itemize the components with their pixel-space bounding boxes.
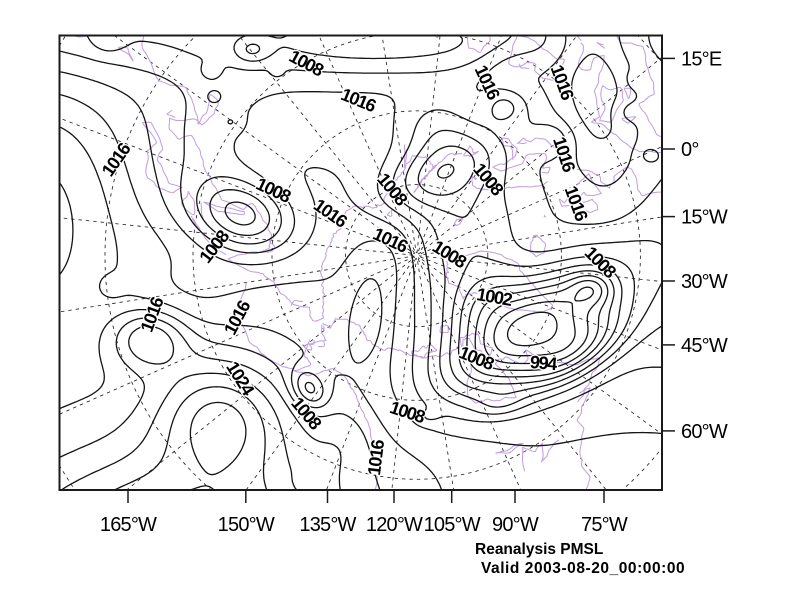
svg-text:165°W: 165°W — [100, 514, 157, 536]
svg-text:75°W: 75°W — [581, 514, 628, 536]
svg-text:0°: 0° — [681, 139, 699, 161]
svg-text:135°W: 135°W — [299, 514, 356, 536]
svg-text:60°W: 60°W — [681, 421, 728, 443]
svg-text:15°E: 15°E — [681, 48, 722, 70]
svg-text:15°W: 15°W — [681, 207, 728, 229]
svg-text:105°W: 105°W — [424, 514, 481, 536]
svg-text:150°W: 150°W — [218, 514, 275, 536]
svg-text:120°W: 120°W — [366, 514, 423, 536]
svg-text:90°W: 90°W — [492, 514, 539, 536]
svg-text:994: 994 — [529, 352, 558, 374]
svg-text:Reanalysis PMSL: Reanalysis PMSL — [475, 541, 603, 558]
svg-text:Valid 2003-08-20_00:00:00: Valid 2003-08-20_00:00:00 — [481, 560, 685, 577]
svg-text:45°W: 45°W — [681, 335, 728, 357]
svg-text:30°W: 30°W — [681, 271, 728, 293]
svg-text:1016: 1016 — [364, 438, 388, 476]
